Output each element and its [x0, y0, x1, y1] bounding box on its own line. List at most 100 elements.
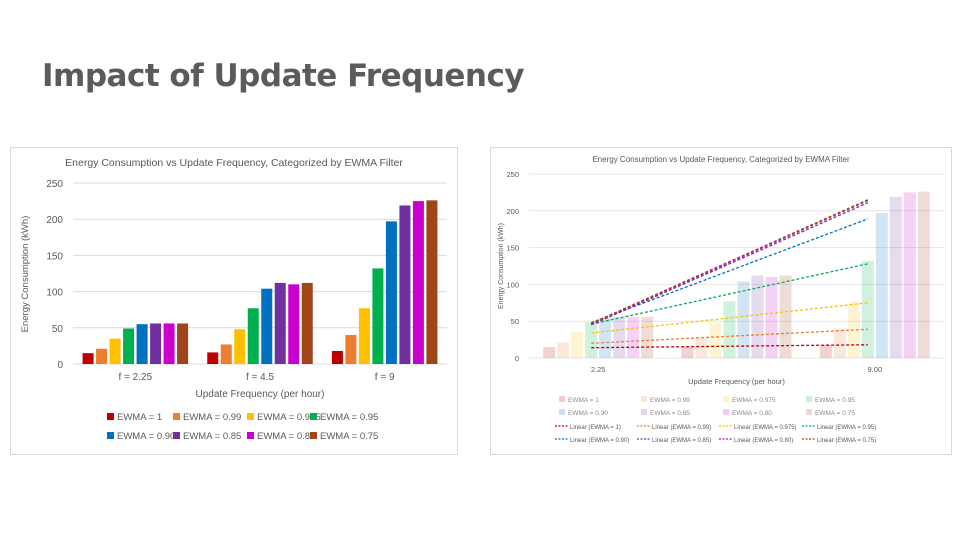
bar	[875, 213, 888, 358]
legend-label: EWMA = 0.80	[257, 431, 315, 442]
legend-swatch	[310, 413, 317, 420]
bar	[737, 281, 750, 358]
chart-panel-trendline: Energy Consumption vs Update Frequency, …	[490, 147, 952, 455]
legend-swatch	[173, 432, 180, 439]
bar	[372, 268, 384, 364]
legend-label: EWMA = 0.90	[117, 431, 175, 442]
legend-label: Linear (EWMA = 0.90)	[570, 438, 629, 444]
y-tick-label: 0	[515, 354, 519, 363]
trendline	[590, 199, 869, 325]
y-tick-label: 50	[52, 324, 64, 335]
bar	[109, 338, 121, 364]
bar	[557, 342, 570, 358]
bar	[82, 353, 94, 364]
trendline	[591, 263, 868, 325]
bar	[412, 201, 424, 364]
legend-label: EWMA = 0.99	[650, 397, 690, 404]
legend-label: EWMA = 0.85	[183, 431, 241, 442]
legend-swatch	[559, 396, 565, 402]
trendline	[591, 328, 868, 344]
bar	[358, 308, 370, 364]
legend-swatch	[806, 396, 812, 402]
legend-swatch	[107, 432, 114, 439]
y-axis-label: Energy Consumption (kWh)	[20, 216, 31, 333]
legend-label: EWMA = 0.90	[568, 410, 608, 417]
legend-swatch	[559, 409, 565, 415]
legend-swatch	[310, 432, 317, 439]
bar	[585, 321, 598, 358]
trendline-chart-svg: Energy Consumption vs Update Frequency, …	[498, 155, 944, 444]
legend-swatch	[723, 409, 729, 415]
bar	[765, 277, 778, 358]
legend-label: Linear (EWMA = 1)	[570, 425, 621, 431]
y-tick-label: 50	[511, 317, 519, 326]
legend-label: Linear (EWMA = 0.80)	[734, 438, 793, 444]
bar	[345, 335, 357, 364]
slide-title: Impact of Update Frequency	[42, 58, 525, 94]
bar	[247, 308, 259, 364]
legend-label: EWMA = 0.95	[815, 397, 855, 404]
legend-swatch	[806, 409, 812, 415]
bar	[751, 275, 764, 358]
legend-label: EWMA = 0.975	[732, 397, 776, 404]
legend-label: EWMA = 1	[117, 412, 162, 423]
bar	[847, 301, 860, 358]
bar	[599, 317, 612, 358]
bar	[274, 282, 286, 364]
bar	[709, 322, 722, 358]
bar	[861, 260, 874, 358]
legend-label: EWMA = 1	[568, 397, 599, 404]
bar	[207, 352, 219, 364]
y-tick-label: 0	[57, 360, 63, 371]
x-axis-label: Update Frequency (per hour)	[688, 377, 785, 386]
y-axis-label: Energy Consumption (kWh)	[498, 223, 505, 309]
legend-swatch	[641, 396, 647, 402]
bar	[301, 282, 313, 364]
legend-label: Linear (EWMA = 0.75)	[817, 438, 876, 444]
legend-swatch	[247, 413, 254, 420]
bar	[681, 346, 694, 358]
bar	[385, 221, 397, 364]
bar	[150, 323, 162, 364]
bar	[641, 316, 654, 358]
y-tick-label: 100	[506, 280, 519, 289]
legend-label: Linear (EWMA = 0.99)	[652, 425, 711, 431]
y-tick-label: 150	[506, 244, 519, 253]
bar	[779, 275, 792, 358]
chart-panel-bar: Energy Consumption vs Update Frequency, …	[10, 147, 458, 455]
y-tick-label: 150	[46, 251, 63, 262]
bar	[917, 191, 930, 358]
bar	[331, 350, 343, 364]
trendline	[590, 218, 869, 324]
legend-label: EWMA = 0.80	[732, 410, 772, 417]
bar	[163, 323, 175, 364]
legend-label: EWMA = 0.975	[257, 412, 321, 423]
bar	[426, 200, 438, 364]
bar	[220, 344, 232, 364]
bar	[288, 284, 300, 364]
bar	[889, 196, 902, 358]
x-tick-label: 2.25	[591, 365, 606, 374]
legend-label: EWMA = 0.99	[183, 412, 241, 423]
bar	[613, 316, 626, 358]
bar	[123, 328, 135, 364]
bar	[96, 348, 108, 364]
y-tick-label: 200	[46, 215, 63, 226]
bar	[903, 192, 916, 358]
y-tick-label: 200	[506, 207, 519, 216]
legend-label: Linear (EWMA = 0.85)	[652, 438, 711, 444]
bar	[833, 328, 846, 358]
chart-title: Energy Consumption vs Update Frequency, …	[65, 157, 403, 169]
x-tick-label: 9.00	[868, 365, 883, 374]
trendline	[590, 202, 869, 326]
bar-chart-svg: Energy Consumption vs Update Frequency, …	[20, 157, 447, 442]
bar	[177, 323, 189, 364]
x-tick-label: f = 2.25	[119, 372, 153, 383]
legend-label: EWMA = 0.75	[320, 431, 378, 442]
bar	[261, 288, 273, 364]
x-axis-label: Update Frequency (per hour)	[196, 389, 325, 400]
bar	[695, 338, 708, 358]
trendline	[591, 344, 868, 349]
legend-swatch	[641, 409, 647, 415]
bar	[627, 316, 640, 358]
